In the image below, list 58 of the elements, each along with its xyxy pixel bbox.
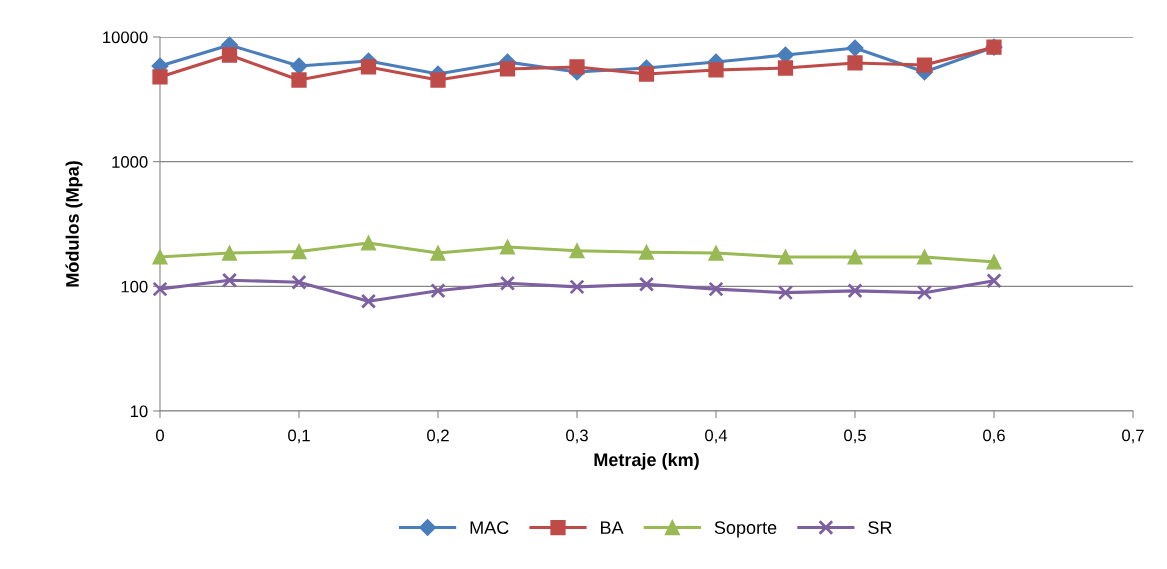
point: [777, 285, 794, 301]
point: [569, 243, 585, 259]
point: [360, 59, 377, 75]
y-tick-label: 10000: [103, 31, 148, 44]
x-tick-label: 0,4: [705, 429, 728, 444]
x-tick-label: 0,3: [566, 429, 588, 444]
x-tick-label: 0,2: [427, 429, 449, 444]
point: [569, 279, 585, 295]
point: [708, 62, 724, 78]
y-tick-label: 10: [130, 405, 148, 418]
point: [708, 281, 724, 297]
point: [499, 239, 516, 255]
point: [916, 249, 933, 265]
x-tick-label: 0,7: [1122, 429, 1144, 444]
point: [430, 283, 446, 299]
point: [916, 57, 933, 73]
point: [638, 276, 655, 292]
legend-label: BA: [601, 521, 624, 534]
point: [777, 60, 794, 76]
point: [986, 273, 1002, 289]
point: [291, 274, 307, 290]
point: [499, 61, 516, 77]
point: [777, 249, 794, 265]
point: [152, 249, 168, 265]
x-tick-label: 0: [156, 429, 164, 442]
point: [221, 272, 238, 288]
point: [360, 293, 377, 309]
legend-label: SR: [868, 521, 892, 535]
point: [221, 47, 238, 63]
x-tick-label: 0,5: [844, 429, 866, 444]
point: [986, 254, 1002, 270]
legend-label: MAC: [470, 521, 509, 535]
point: [638, 244, 655, 260]
x-tick-label: 0,6: [983, 429, 1005, 444]
point: [569, 59, 585, 75]
point: [360, 235, 377, 251]
point: [847, 283, 863, 299]
point: [708, 245, 724, 261]
point: [430, 245, 446, 261]
point: [430, 72, 446, 88]
point: [152, 281, 168, 297]
x-tick-label: 0,1: [288, 429, 310, 444]
point: [846, 39, 864, 57]
point: [847, 55, 863, 71]
y-tick-label: 1000: [112, 156, 148, 168]
point: [847, 249, 863, 265]
x-axis-title: Metraje (km): [594, 452, 699, 470]
legend-label: Soporte: [714, 521, 777, 538]
point: [221, 245, 238, 261]
point: [291, 243, 307, 260]
point: [638, 66, 655, 82]
point: [290, 57, 308, 75]
y-tick-label: 100: [121, 280, 148, 293]
point: [916, 285, 933, 301]
y-axis-title: Módulos (Mpa): [65, 161, 83, 287]
point: [291, 72, 307, 88]
point: [152, 69, 168, 85]
point: [499, 275, 516, 291]
